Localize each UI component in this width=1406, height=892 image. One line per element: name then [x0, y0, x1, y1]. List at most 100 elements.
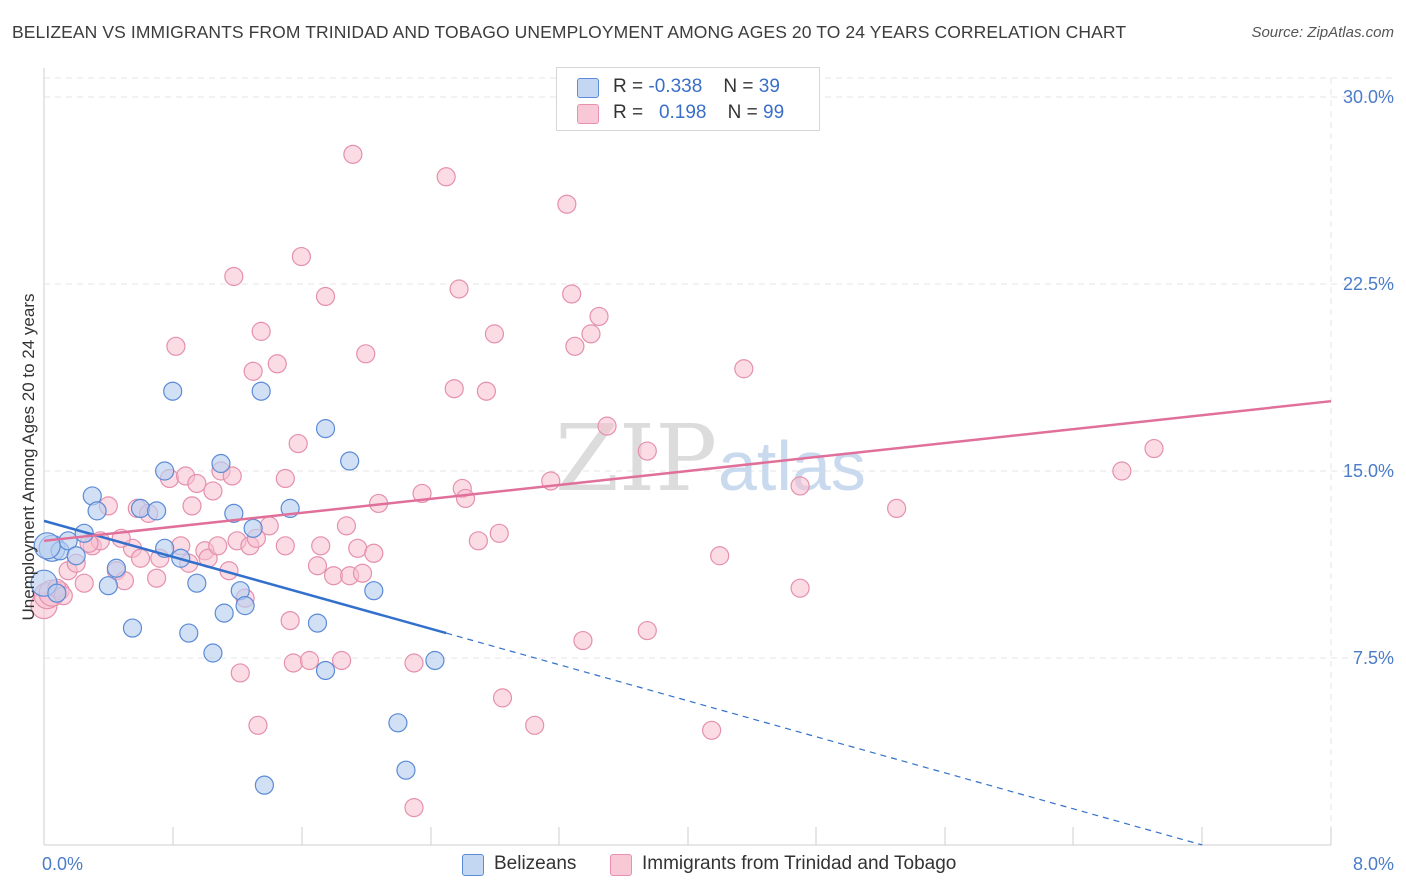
- belizean-point: [214, 603, 234, 623]
- belizean-point: [235, 596, 255, 616]
- trinidad-point: [343, 144, 363, 164]
- legend-swatch-pink: [577, 104, 599, 124]
- x-tick-label-min: 0.0%: [42, 854, 83, 874]
- belizean-point: [106, 558, 126, 578]
- legend-label: Immigrants from Trinidad and Tobago: [642, 853, 957, 874]
- trinidad-point: [222, 466, 242, 486]
- belizean-point: [315, 419, 336, 439]
- belizean-point: [147, 501, 167, 521]
- belizean-point: [66, 546, 86, 566]
- belizean-point: [130, 498, 151, 518]
- trinidad-point: [702, 720, 722, 740]
- trinidad-point: [275, 536, 295, 556]
- trinidad-point: [525, 715, 545, 735]
- belizean-point: [243, 518, 263, 538]
- trinidad-point: [187, 473, 207, 494]
- n-value: 39: [758, 76, 780, 97]
- trinidad-point: [364, 543, 384, 563]
- chart-source: Source: ZipAtlas.com: [1251, 24, 1394, 41]
- trinidad-point: [230, 663, 250, 683]
- trinidad-trend-line: [43, 399, 1332, 543]
- y-tick-label: 15.0%: [1343, 461, 1394, 481]
- trinidad-point: [887, 498, 907, 518]
- belizean-point: [33, 532, 61, 560]
- belizean-point: [364, 581, 384, 601]
- trinidad-point: [492, 688, 513, 708]
- belizeans-trend-line: [43, 519, 447, 635]
- belizean-point: [211, 453, 231, 474]
- trinidad-point: [248, 715, 268, 735]
- series-belizeans-points: [30, 381, 445, 795]
- tick-labels: 0.0% 8.0% 7.5% 15.0% 22.5% 30.0%: [42, 87, 1394, 874]
- belizean-point: [425, 650, 445, 671]
- trinidad-point: [243, 361, 263, 381]
- n-label: N =: [723, 76, 754, 97]
- trinidad-point: [412, 483, 432, 504]
- legend-stats: R = 0.198 N = 99: [613, 102, 784, 124]
- zipatlas-watermark: ZIP atlas: [555, 405, 866, 512]
- r-label: R =: [613, 76, 644, 97]
- watermark-zip: ZIP: [555, 405, 717, 512]
- trinidad-point: [352, 563, 373, 583]
- belizean-point: [203, 643, 223, 663]
- trinidad-point: [1112, 461, 1132, 481]
- trinidad-point: [637, 620, 657, 641]
- trinidad-point: [251, 321, 271, 341]
- x-tick-label-max: 8.0%: [1353, 854, 1394, 874]
- belizean-point: [98, 576, 118, 596]
- grid-lines: [44, 77, 1392, 845]
- belizean-point: [87, 501, 107, 521]
- trinidad-point: [404, 797, 424, 818]
- belizeans-trend-extension: [446, 632, 1203, 846]
- trinidad-point: [224, 266, 244, 287]
- belizean-point: [122, 618, 143, 638]
- trinidad-point: [484, 324, 505, 344]
- belizean-point: [163, 381, 183, 401]
- trinidad-point: [734, 359, 754, 379]
- trinidad-point: [336, 516, 357, 536]
- trinidad-point: [348, 538, 368, 558]
- trinidad-point: [557, 194, 577, 214]
- belizean-point: [315, 660, 336, 681]
- y-tick-label: 22.5%: [1343, 274, 1394, 294]
- trinidad-point: [790, 578, 810, 598]
- trinidad-point: [130, 548, 151, 568]
- belizean-point: [187, 573, 207, 593]
- trinidad-point: [637, 441, 657, 461]
- trinidad-point: [208, 536, 228, 556]
- trinidad-point: [288, 433, 308, 454]
- trinidad-point: [476, 381, 497, 401]
- trinidad-point: [1144, 438, 1164, 459]
- trinidad-point: [573, 630, 593, 651]
- trinidad-point: [597, 416, 617, 436]
- legend-swatch-blue: [462, 854, 484, 876]
- trinidad-point: [455, 488, 476, 509]
- trinidad-point: [182, 496, 202, 516]
- trinidad-point: [283, 653, 303, 673]
- legend-swatch-pink: [610, 854, 632, 876]
- trinidad-point: [323, 566, 344, 586]
- trinidad-point: [74, 573, 94, 593]
- trinidad-point: [449, 279, 469, 299]
- legend-swatch-blue: [577, 78, 599, 98]
- n-label: N =: [727, 102, 758, 123]
- correlation-legend: R = -0.338 N = 39 R = 0.198 N = 99: [556, 67, 820, 131]
- trinidad-point: [280, 610, 300, 631]
- r-label: R =: [613, 102, 644, 123]
- series-trinidad-points: [30, 144, 1164, 818]
- r-value: -0.338: [648, 76, 703, 97]
- y-tick-label: 7.5%: [1353, 648, 1394, 668]
- trinidad-point: [790, 476, 810, 496]
- trinidad-point: [562, 284, 582, 304]
- belizean-point: [340, 451, 360, 471]
- trinidad-point: [307, 556, 328, 576]
- trinidad-point: [275, 468, 295, 489]
- trinidad-point: [299, 650, 320, 671]
- y-tick-label: 30.0%: [1343, 87, 1394, 107]
- belizean-point: [388, 713, 408, 733]
- trinidad-point: [468, 531, 488, 551]
- trinidad-point: [291, 246, 311, 267]
- legend-label: Belizeans: [494, 853, 577, 874]
- belizean-point: [224, 503, 244, 523]
